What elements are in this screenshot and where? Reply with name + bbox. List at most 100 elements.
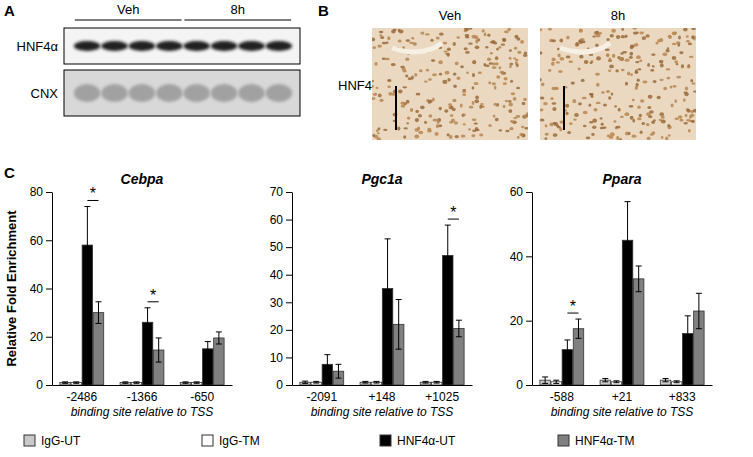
nucleus [522,102,526,106]
nucleus [372,80,374,82]
error-cap [84,206,90,207]
nucleus [426,69,429,72]
tick: -650 [190,385,214,404]
bar [93,313,103,385]
nucleus [637,105,641,108]
error-cap [685,351,691,352]
blot-band [74,41,101,51]
tick-label: 0 [36,378,43,392]
nucleus [462,89,466,91]
nucleus [515,59,518,62]
blot-box [64,70,300,116]
tick-label: 60 [270,213,284,227]
nucleus [403,127,407,129]
tick-mark [286,357,292,358]
nucleus [540,78,542,81]
nucleus [523,98,527,101]
error-cap [324,354,330,355]
nucleus [657,39,661,42]
legend-swatch [202,435,213,446]
error-line [458,320,459,337]
nucleus [660,63,664,67]
tick-label: 30 [270,296,284,310]
nucleus [639,59,642,62]
error-cap [73,381,79,382]
error-line [98,302,99,324]
nucleus [600,117,603,119]
nucleus [671,104,674,108]
nucleus [627,71,630,75]
nucleus [685,114,688,118]
axis-line [53,385,233,386]
nucleus [554,87,559,90]
nucleus [387,86,391,89]
nucleus [403,70,407,73]
nucleus [608,69,611,72]
error-cap [84,283,90,284]
nucleus [673,85,677,88]
nucleus [387,79,391,82]
nucleus [621,35,626,38]
tick: 60 [270,213,292,227]
nucleus [639,32,644,35]
ihc-image [540,28,696,140]
ihc-image [372,28,528,140]
error-cap [133,383,139,384]
error-cap [183,383,189,384]
error-bar [62,382,68,383]
bar-chart: Ppara0204060-588+21+833binding site rela… [510,171,713,419]
tick: 60 [510,185,532,199]
nucleus [464,47,468,50]
nucleus [619,58,623,61]
nucleus [540,51,542,54]
error-cap [663,378,669,379]
nucleus [620,116,624,118]
nucleus [619,138,622,140]
nucleus [691,28,695,30]
nucleus [455,61,459,65]
nucleus [575,43,579,47]
nucleus [450,114,453,117]
nucleus [420,31,424,34]
tick-mark [526,192,532,193]
error-bar [423,381,429,383]
row-label: HNF4α [17,39,59,54]
nucleus [544,137,547,140]
blot-band [183,41,210,51]
nucleus [474,122,478,124]
nucleus [485,46,488,48]
nucleus [571,81,575,84]
nucleus [374,135,378,139]
tick: +1025 [425,385,459,404]
nucleus [387,36,390,40]
panel-label: C [4,164,15,181]
error-line [447,225,448,286]
legend-swatch [380,435,391,446]
nucleus [496,48,499,51]
nucleus [650,69,654,72]
legend-label: IgG-UT [41,434,81,448]
error-bar [145,308,151,337]
nucleus [590,62,593,64]
nucleus [472,73,475,77]
tick: 40 [30,282,52,296]
nucleus [427,128,431,131]
nucleus [676,76,681,79]
error-bar [216,332,222,344]
nucleus [425,33,430,35]
nucleus [693,109,696,113]
error-bar [84,206,90,283]
nucleus [610,34,614,37]
error-cap [542,383,548,384]
error-bar [205,342,211,356]
nucleus [498,46,501,49]
nucleus [465,51,470,54]
nucleus [651,131,655,135]
nucleus [621,69,625,71]
nucleus [595,44,599,48]
nucleus [419,69,423,72]
tick-mark [526,321,532,322]
tick: 20 [270,323,292,337]
nucleus [509,57,512,60]
error-cap [553,383,559,384]
